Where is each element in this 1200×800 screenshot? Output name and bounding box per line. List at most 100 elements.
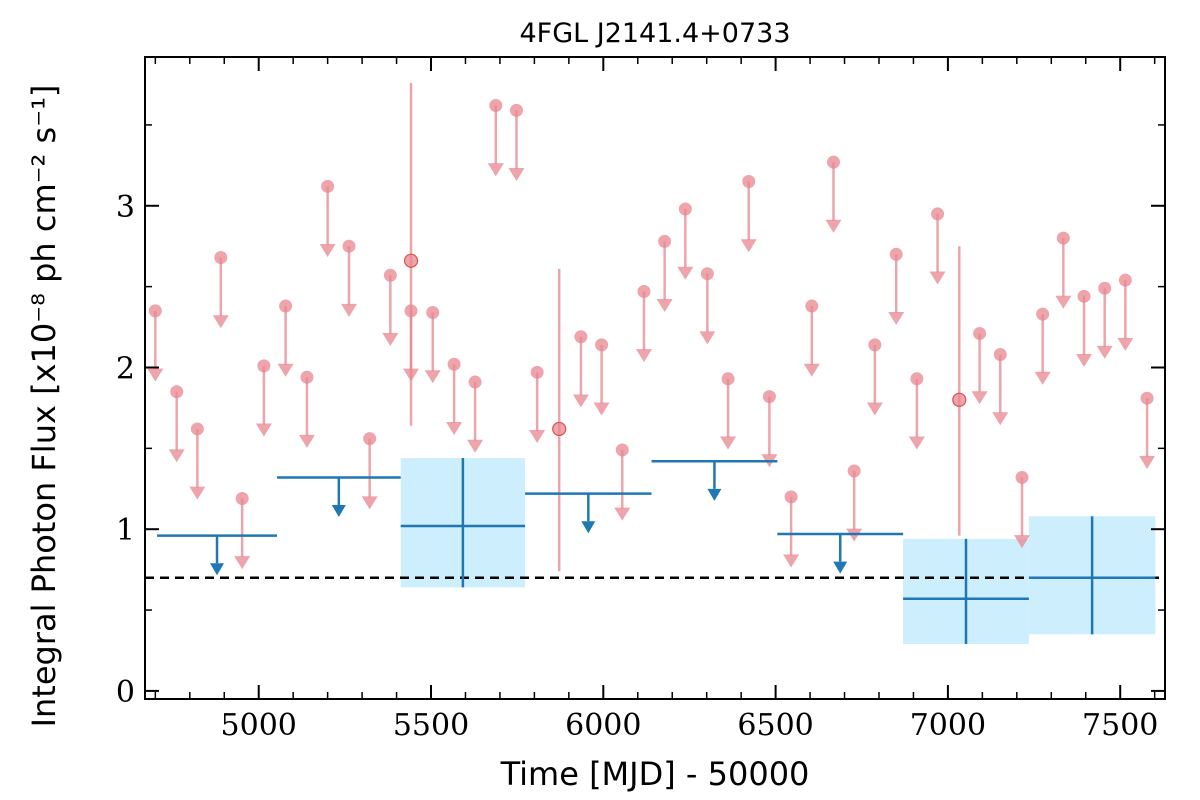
upper-limit-arrow-head [1055,295,1072,309]
upper-limit-arrow-head [656,299,673,313]
upper-limit-point [889,247,903,261]
upper-limit-point [426,306,440,320]
detection-point [403,253,419,268]
chart-title: 4FGL J2141.4+0733 [519,18,790,49]
upper-limit-point [574,330,588,344]
upper-limit-point [363,432,377,446]
upper-limit-point [279,299,293,313]
long-bin-upper-limit-arrow-head [331,505,346,518]
upper-limit-arrow-head [1139,455,1156,469]
upper-limit-point [342,239,356,253]
upper-limit-point [973,327,987,341]
upper-limit-point [1098,281,1112,295]
data-layer [145,82,1165,645]
plot-frame [144,56,1166,700]
long-bin-upper-limit-arrow-head [210,563,225,576]
upper-limit-point [447,357,461,371]
y-tick-label: 3 [116,190,135,225]
upper-limit-point [321,179,335,193]
upper-limit-arrow-head [740,239,757,253]
y-axis-title: Integral Photon Flux [x10⁻⁸ ph cm⁻² s⁻¹] [25,85,63,728]
upper-limit-point [530,365,544,379]
upper-limit-point [637,284,651,298]
upper-limit-point [762,390,776,404]
upper-limit-arrow-head [508,168,525,182]
upper-limit-point [615,443,629,457]
upper-limit-point [993,348,1007,362]
upper-limit-point [721,372,735,386]
upper-limit-point [700,267,714,281]
upper-limit-point [658,234,672,248]
upper-limit-arrow-head [635,349,652,363]
upper-limit-arrow-head [341,303,357,317]
upper-limit-arrow-head [234,556,251,570]
upper-limit-arrow-head [446,421,463,435]
upper-limit-point [468,375,482,389]
upper-limit-arrow-head [319,244,336,258]
upper-limit-point [847,464,861,478]
upper-limit-arrow-head [255,423,272,437]
detection-point [952,392,967,407]
upper-limit-point [931,207,945,221]
upper-limit-point [805,299,819,313]
upper-limit-arrow-head [614,507,631,521]
upper-limit-point [489,99,503,113]
upper-limit-arrow-head [783,554,800,568]
upper-limit-arrow-head [1076,354,1093,368]
upper-limit-point [1015,470,1029,484]
upper-limit-arrow-head [1096,345,1113,359]
upper-limit-point [300,370,314,384]
x-tick-label: 5000 [221,708,297,743]
upper-limit-arrow-head [361,496,378,510]
upper-limit-point [678,202,692,216]
long-bin-upper-limit-arrow-head [707,488,722,501]
upper-limit-point [170,385,184,399]
upper-limit-point [1056,231,1070,245]
x-axis-title: Time [MJD] - 50000 [500,755,810,793]
upper-limit-point [868,338,882,352]
upper-limit-arrow-head [298,434,315,448]
long-bin-upper-limit-arrow-head [833,561,848,574]
upper-limit-point [742,175,756,189]
upper-limit-arrow-head [1034,371,1051,385]
x-tick-label: 6500 [737,708,813,743]
upper-limit-arrow-head [1013,535,1030,549]
upper-limit-arrow-head [593,402,610,416]
upper-limit-arrow-head [424,370,441,384]
upper-limit-arrow-head [189,486,206,500]
upper-limit-point [509,103,523,117]
upper-limit-arrow-head [929,271,946,285]
upper-limit-arrow-head [487,163,504,177]
upper-limit-arrow-head [572,394,589,408]
upper-limit-arrow-head [992,412,1009,426]
upper-limit-point [190,422,204,436]
upper-limit-point [1140,391,1154,405]
upper-limit-point [383,268,397,282]
upper-limit-arrow-head [803,363,820,377]
upper-limit-arrow-head [529,430,546,444]
upper-limit-arrow-head [699,331,716,345]
upper-limit-arrow-head [677,266,694,280]
upper-limit-arrow-head [866,402,883,416]
upper-limit-point [1118,273,1132,287]
upper-limit-point [784,490,798,504]
y-tick-label: 0 [116,675,135,710]
upper-limit-arrow-head [825,219,842,233]
upper-limit-point [1036,307,1050,321]
upper-limit-arrow-head [168,449,185,463]
upper-limit-arrow-head [888,311,905,325]
upper-limit-arrow-head [147,368,164,382]
upper-limit-point [827,155,840,169]
y-tick-label: 1 [116,513,135,548]
upper-limit-arrow-head [212,315,229,329]
upper-limit-arrow-head [467,439,484,453]
upper-limit-arrow-head [971,391,988,405]
upper-limit-point [1077,289,1091,303]
x-tick-label: 7000 [910,708,986,743]
upper-limit-arrow-head [1117,337,1134,351]
upper-limit-point [235,491,249,505]
x-tick-label: 6000 [565,708,641,743]
upper-limit-point [595,338,609,352]
axes-layer: 5000 5500 6000 6500 7000 7500 0 1 2 3 [116,56,1166,743]
